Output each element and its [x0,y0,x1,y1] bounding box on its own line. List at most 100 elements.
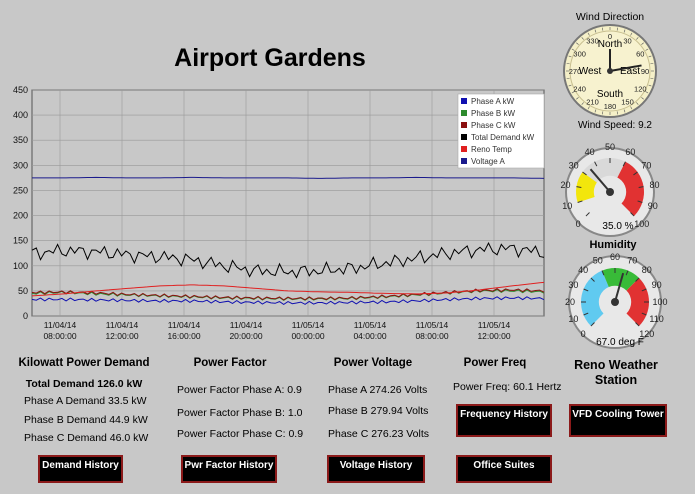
gauge-tick-mark [638,186,644,188]
gauge-tick-mark [637,200,643,203]
x-tick-time: 12:00:00 [105,331,138,341]
wind-tick-mark [648,84,652,87]
gauge-zone [581,270,615,327]
y-tick-label: 150 [13,236,28,246]
gauge-tick-mark [601,270,605,276]
gauge-tick-mark [633,171,638,176]
wind-tick-mark [587,32,590,36]
office-suites-button[interactable]: Office Suites [456,455,552,483]
y-tick-label: 50 [18,286,28,296]
gauge-tick-label: 0 [581,329,586,339]
chart-series [31,176,545,305]
gauge-tick-label: 30 [568,280,578,290]
gauge-tick-label: 100 [652,297,667,307]
gauge-tick-label: 10 [562,201,572,211]
wind-tick-mark [641,42,644,45]
wind-tick-mark [636,37,639,40]
legend-label: Phase B kW [471,109,515,118]
y-tick-label: 400 [13,110,28,120]
gauge-tick-mark [630,212,635,217]
wind-tick-mark [602,111,604,115]
legend-label: Reno Temp [471,145,512,154]
x-tick-date: 11/04/14 [44,320,77,330]
reno-weather-station-label: Reno Weather Station [574,358,658,387]
wind-tick-mark [650,63,654,65]
wind-tick-mark [576,42,579,45]
gauge-tick-label: 50 [605,142,615,152]
wind-tick-mark [568,55,572,58]
wind-tick-mark [616,27,618,31]
legend-label: Phase C kW [471,121,516,130]
legend-swatch [461,146,467,152]
gauge-tick-label: 50 [593,255,603,265]
humidity-gauge: 0 10 20 30 40 50 60 70 80 90 100 35.0 % [561,142,659,237]
x-tick-date: 11/05/14 [292,320,325,330]
pf-phase-b: Power Factor Phase B: 1.0 [177,407,303,419]
series-line-phase-c-kw [31,288,545,301]
phase-c-demand: Phase C Demand 46.0 kW [24,432,149,444]
gauge-tick-label: 80 [649,180,659,190]
y-axis-ticks: 0 50 100 150 200 250 300 350 400 450 [13,85,28,321]
y-tick-label: 250 [13,185,28,195]
wind-tick-mark [636,102,639,105]
wind-tick-mark [587,106,590,110]
wind-tick-label: 330 [586,37,599,46]
wind-tick-mark [594,109,597,113]
wind-tick-label: 0 [608,32,612,41]
legend-swatch [461,122,467,128]
compass-east: East [620,66,640,77]
gauge-tick-label: 70 [627,255,637,265]
wind-tick-mark [581,37,584,40]
gauge-tick-label: 120 [639,329,654,339]
humidity-readout: 35.0 % [602,221,633,232]
wind-tick-mark [630,106,633,110]
power-freq-title: Power Freq [463,357,527,369]
wind-tick-mark [616,111,618,115]
kilowatt-title: Kilowatt Power Demand [18,357,150,369]
wind-tick-mark [594,29,597,33]
demand-history-button[interactable]: Demand History [38,455,123,483]
wind-tick-label: 120 [634,85,647,94]
y-tick-label: 300 [13,160,28,170]
frequency-history-button[interactable]: Frequency History [456,404,552,437]
series-line-voltage-a [32,176,545,179]
series-line-phase-a-kw [31,296,545,305]
gauge-tick-label: 0 [576,219,581,229]
power-factor-title: Power Factor [193,357,267,369]
wind-tick-mark [648,55,652,58]
pwr-factor-history-button[interactable]: Pwr Factor History [181,455,277,483]
wind-tick-mark [571,48,575,51]
gauge-zone [582,158,626,192]
voltage-history-button[interactable]: Voltage History [327,455,425,483]
gauge-tick-label: 90 [648,201,658,211]
gauge-tick-mark [583,312,589,316]
vfd-cooling-tower-button[interactable]: VFD Cooling Tower [569,404,667,437]
humidity-needle [589,168,611,193]
gauge-tick-label: 70 [641,161,651,171]
legend-label: Total Demand kW [471,133,535,142]
power-voltage-title: Power Voltage [333,357,413,369]
gauge-tick-label: 60 [625,147,635,157]
wind-tick-mark [571,91,575,94]
gauge-tick-mark [577,200,583,203]
phase-a-demand: Phase A Demand 33.5 kW [24,395,147,407]
y-tick-label: 0 [23,311,28,321]
temperature-needle [614,272,625,303]
pf-phase-a: Power Factor Phase A: 0.9 [177,384,302,396]
x-tick-date: 11/05/14 [478,320,511,330]
legend-swatch [461,158,467,164]
phase-b-demand: Phase B Demand 44.9 kW [24,414,148,426]
wind-speed: Wind Speed: 9.2 [578,120,652,131]
gauge-tick-mark [576,186,582,188]
gauge-tick-mark [590,277,595,282]
x-tick-time: 12:00:00 [477,331,510,341]
wind-tick-mark [645,91,649,94]
wind-tick-mark [602,27,604,31]
gauge-tick-mark [635,322,640,327]
gauge-tick-label: 30 [569,161,579,171]
gauge-tick-label: 110 [649,314,663,324]
x-tick-date: 11/04/14 [230,320,263,330]
wind-tick-mark [568,84,572,87]
